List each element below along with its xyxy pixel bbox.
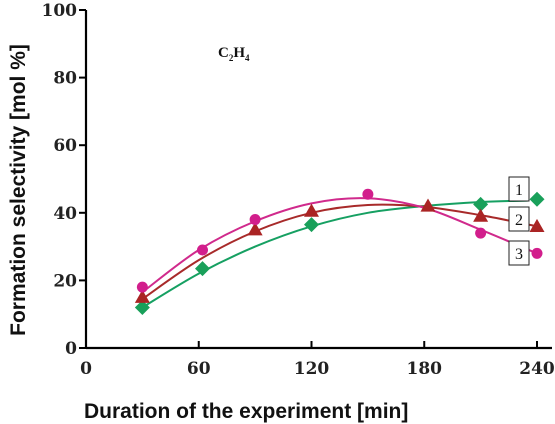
series-1-curve (141, 199, 528, 309)
formula-c: C (218, 45, 229, 61)
formula-sub-2: 2 (229, 53, 234, 63)
series-label-1: 1 (508, 176, 530, 202)
series-label-text: 2 (515, 212, 523, 229)
series-label-2: 2 (508, 206, 530, 232)
series-2-point (247, 222, 263, 236)
y-tick-label: 20 (53, 271, 77, 291)
series-2-point (529, 218, 545, 232)
series-2-point (304, 203, 319, 217)
formula-h: H (233, 45, 245, 61)
series-3-point (531, 247, 543, 259)
series-label-text: 3 (515, 246, 523, 263)
axes (84, 10, 552, 350)
series-label-text: 1 (515, 182, 523, 199)
series-3-point (362, 188, 374, 200)
series-3-point (249, 214, 261, 226)
y-ticks: 0 20 40 60 80 100 (42, 1, 86, 359)
series-1-point (134, 299, 150, 315)
series-2-point (473, 208, 489, 222)
x-tick-label: 120 (294, 359, 330, 379)
y-tick-label: 80 (53, 69, 77, 89)
series-markers (134, 188, 545, 315)
series-label-box (508, 206, 530, 232)
x-axis-title: Duration of the experiment [min] (84, 400, 408, 423)
series-2-point (134, 289, 150, 303)
formula-annotation: C2H4 (218, 45, 250, 63)
series-3-point (475, 227, 487, 239)
series-label-box (508, 240, 530, 266)
series-label-box (508, 176, 530, 202)
y-tick-label: 40 (53, 204, 77, 224)
series-1-point (304, 217, 319, 233)
y-tick-label: 0 (65, 339, 77, 359)
series-labels: 1 2 3 (508, 176, 530, 266)
series-1-point (529, 191, 545, 207)
series-label-3: 3 (508, 240, 530, 266)
x-tick-label: 0 (80, 359, 92, 379)
x-tick-label: 240 (519, 359, 555, 379)
formula-sub-4: 4 (245, 53, 250, 63)
series-1-point (195, 261, 211, 277)
y-axis-title: Formation selectivity [mol %] (7, 44, 30, 336)
series-2-curve (141, 203, 538, 300)
series-3-point (197, 244, 209, 256)
x-ticks: 0 60 120 180 240 (80, 341, 555, 379)
series-2-point (420, 198, 436, 212)
series-1-point (473, 196, 489, 212)
x-tick-label: 180 (407, 359, 443, 379)
series-3-point (136, 281, 148, 293)
y-tick-label: 60 (53, 136, 77, 156)
y-tick-label: 100 (42, 1, 78, 21)
x-tick-label: 60 (187, 359, 211, 379)
